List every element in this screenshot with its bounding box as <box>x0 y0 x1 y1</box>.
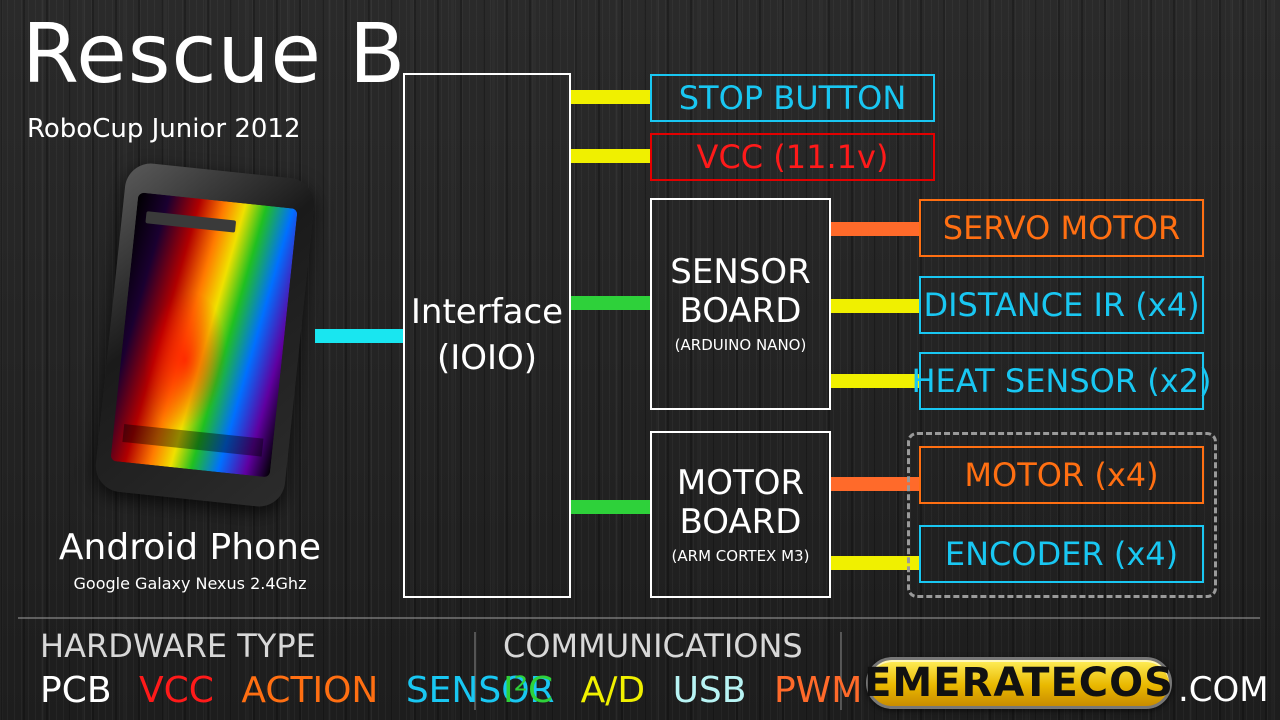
hardware-type-legend: PCB VCC ACTION SENSOR <box>40 670 571 711</box>
i2c-link-motor-board <box>571 500 650 514</box>
pwm-link-motor <box>831 477 919 491</box>
servo-motor-node: SERVO MOTOR <box>919 199 1204 257</box>
logo-domain-suffix: .COM <box>1178 670 1269 710</box>
ad-link-distance-ir <box>831 299 919 313</box>
legend-sensor: SENSOR <box>405 670 555 711</box>
legend-divider-2 <box>840 632 842 710</box>
footer-divider <box>18 617 1260 619</box>
i2c-link-sensor-board <box>571 296 650 310</box>
motor-group-dashed <box>907 432 1217 598</box>
pwm-link-servo <box>831 222 919 236</box>
legend-pcb: PCB <box>40 670 112 711</box>
legend-vcc: VCC <box>139 670 214 711</box>
legend-i2c: I²C <box>503 670 554 711</box>
communications-title: COMMUNICATIONS <box>503 627 803 665</box>
distance-ir-node: DISTANCE IR (x4) <box>919 276 1204 334</box>
phone-screen <box>110 192 298 478</box>
vcc-node: VCC (11.1v) <box>650 133 935 181</box>
page-subtitle: RoboCup Junior 2012 <box>27 114 301 144</box>
phone-search-bar <box>145 211 237 233</box>
legend-divider-1 <box>474 632 476 710</box>
motor-board-label-2: BOARD <box>679 501 802 542</box>
sensor-board-box: SENSOR BOARD (ARDUINO NANO) <box>650 198 831 410</box>
sensor-board-label-1: SENSOR <box>670 252 811 293</box>
motor-board-box: MOTOR BOARD (ARM CORTEX M3) <box>650 431 831 598</box>
phone-dock <box>122 424 264 457</box>
android-phone-image <box>93 160 317 520</box>
hardware-type-title: HARDWARE TYPE <box>40 627 316 665</box>
stop-button-node: STOP BUTTON <box>650 74 935 122</box>
interface-box: Interface (IOIO) <box>403 73 571 598</box>
motor-board-chip: (ARM CORTEX M3) <box>671 546 810 565</box>
ad-link-encoder <box>831 556 919 570</box>
communications-legend: I²C A/D USB PWM <box>503 670 878 711</box>
sensor-board-label-2: BOARD <box>679 291 802 332</box>
ad-link-stop-button <box>571 90 650 104</box>
usb-link-phone-interface <box>315 329 403 343</box>
legend-ad: A/D <box>580 670 646 711</box>
encoder-node: ENCODER (x4) <box>919 525 1204 583</box>
phone-body <box>93 160 317 510</box>
motor-node: MOTOR (x4) <box>919 446 1204 504</box>
interface-sublabel: (IOIO) <box>436 337 538 378</box>
motor-board-label-1: MOTOR <box>676 462 805 503</box>
legend-action: ACTION <box>241 670 379 711</box>
emeratecos-logo: EMERATECOS <box>864 657 1173 709</box>
phone-label: Android Phone <box>58 527 322 568</box>
legend-usb: USB <box>672 670 747 711</box>
sensor-board-chip: (ARDUINO NANO) <box>674 336 807 355</box>
page-title: Rescue B <box>22 7 407 102</box>
phone-model: Google Galaxy Nexus 2.4Ghz <box>73 574 307 593</box>
ad-link-heat-sensor <box>831 374 919 388</box>
ad-link-vcc <box>571 149 650 163</box>
legend-pwm: PWM <box>773 670 863 711</box>
heat-sensor-node: HEAT SENSOR (x2) <box>911 352 1212 410</box>
interface-label: Interface <box>410 291 564 332</box>
